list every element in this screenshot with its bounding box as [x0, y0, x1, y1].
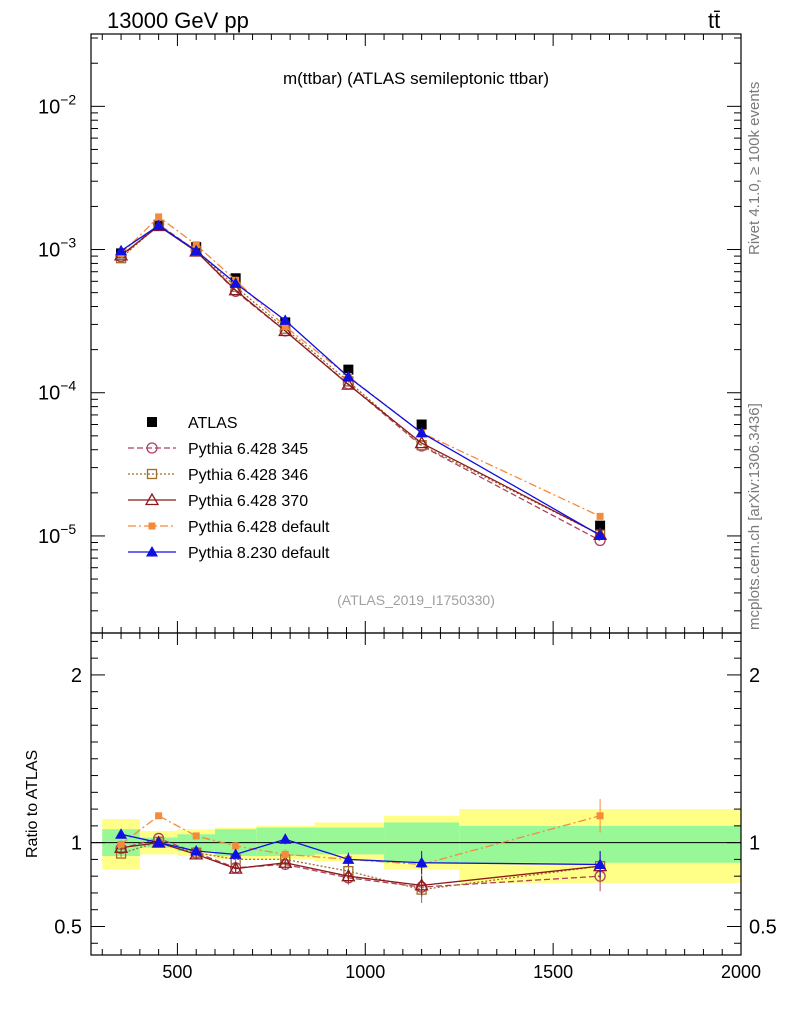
x-ticks	[101, 34, 742, 955]
data-point	[278, 323, 293, 337]
legend-label: Pythia 6.428 346	[188, 467, 308, 484]
ratio-point	[281, 850, 289, 858]
x-tick-label: 500	[162, 962, 192, 982]
ratio-y-tick-label-left: 1	[71, 833, 82, 855]
ratio-point	[115, 828, 128, 839]
ratio-point	[152, 836, 165, 848]
y-tick-exponent: −5	[60, 521, 76, 537]
series-line	[120, 225, 601, 536]
ratio-point	[117, 840, 125, 848]
ratio-y-tick-label-left: 2	[71, 665, 82, 687]
ratio-y-tick-label-left: 0.5	[54, 916, 82, 938]
series-p370	[113, 218, 608, 540]
ratio-point	[190, 845, 203, 856]
ratio-point	[415, 856, 428, 868]
series-line	[120, 223, 601, 536]
process-title: 13000 GeV pp	[107, 8, 249, 33]
ratio-point	[341, 868, 356, 882]
y-tick-base: 10	[38, 383, 60, 405]
ratio-line	[120, 833, 601, 866]
main-panel-frame	[90, 33, 742, 634]
x-tick-label: 2000	[721, 962, 761, 982]
x-tick-label: 1000	[345, 962, 385, 982]
y-ticks-main	[91, 37, 741, 612]
ratio-point	[596, 812, 604, 820]
x-tick-label: 1500	[533, 962, 573, 982]
data-point	[596, 512, 604, 520]
legend-label: Pythia 6.428 345	[188, 441, 308, 458]
y-tick-label: 10−4	[38, 378, 76, 405]
y-ticks-ratio	[91, 640, 741, 944]
ratio-point	[279, 833, 292, 844]
ratio-panel-frame	[90, 632, 742, 956]
ratio-point	[228, 861, 243, 874]
series-p8def	[115, 219, 607, 540]
legend-label: Pythia 8.230 default	[188, 545, 330, 562]
data-point	[343, 364, 354, 375]
data-point	[415, 426, 428, 438]
ratio-point	[229, 848, 242, 859]
series-ATLAS	[116, 221, 606, 531]
legend-marker	[148, 522, 156, 530]
y-tick-label: 10−2	[38, 91, 76, 118]
y-tick-exponent: −2	[60, 91, 76, 107]
series-line	[120, 224, 601, 536]
ratio-point	[414, 878, 429, 891]
plot-title: m(ttbar) (ATLAS semileptonic ttbar)	[283, 69, 549, 88]
ratio-line	[120, 815, 601, 866]
data-point	[115, 244, 128, 256]
data-point	[595, 520, 606, 531]
ratio-point	[594, 858, 607, 869]
legend-marker	[146, 468, 158, 480]
series-p346	[115, 219, 606, 540]
ratio-series-p8def	[115, 828, 607, 878]
legend: ATLAS Pythia 6.428 345 Pythia 6.428 346 Pyt…	[128, 415, 330, 562]
data-point	[279, 314, 292, 325]
data-point	[229, 277, 242, 288]
legend-marker	[144, 492, 160, 506]
data-point	[341, 377, 356, 390]
data-point	[281, 323, 289, 331]
data-point	[342, 370, 355, 382]
ratio-point	[342, 853, 355, 864]
series-line	[120, 216, 601, 517]
data-point	[228, 282, 243, 296]
data-point	[594, 529, 607, 540]
y-tick-label: 10−5	[38, 521, 76, 548]
data-point	[190, 244, 203, 256]
ratio-y-tick-label-right: 1	[749, 833, 760, 855]
inner-band-bin	[314, 827, 385, 855]
data-point	[152, 219, 165, 231]
data-point	[414, 435, 429, 449]
ratio-point	[278, 855, 293, 868]
ratio-point	[155, 812, 163, 820]
data-point	[416, 419, 427, 430]
legend-label: Pythia 6.428 370	[188, 493, 308, 510]
y-tick-exponent: −4	[60, 378, 76, 394]
legend-marker	[147, 417, 157, 427]
y-tick-base: 10	[38, 96, 60, 118]
ratio-y-tick-label-right: 2	[749, 665, 760, 687]
y-tick-label: 10−3	[38, 235, 76, 262]
ratio-y-tick-label-right: 0.5	[749, 916, 777, 938]
y-tick-base: 10	[38, 240, 60, 262]
analysis-id: (ATLAS_2019_I1750330)	[337, 592, 495, 608]
legend-marker	[146, 442, 158, 454]
process-symbol: tt̄	[708, 8, 721, 33]
data-point	[155, 213, 163, 221]
legend-marker	[146, 546, 158, 557]
ratio-point	[192, 832, 200, 840]
y-tick-exponent: −3	[60, 235, 76, 251]
legend-label: Pythia 6.428 default	[188, 519, 330, 536]
ratio-axis-label: Ratio to ATLAS	[24, 750, 41, 858]
data-point	[192, 241, 200, 249]
legend-label: ATLAS	[188, 415, 238, 432]
y-tick-base: 10	[38, 526, 60, 548]
ratio-point	[232, 842, 240, 850]
